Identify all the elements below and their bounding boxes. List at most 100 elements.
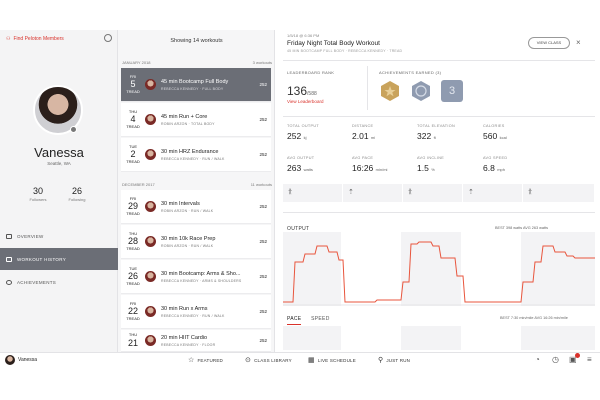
output-line [283,241,595,303]
output-chart [283,232,595,306]
pace-chart [283,326,595,350]
nav-class-library[interactable]: ⊙ CLASS LIBRARY [245,357,292,364]
workout-output: 252 [259,117,267,122]
workout-subtitle: 45 MIN BOOTCAMP FULL BODY · REBECCA KENN… [287,49,403,53]
segment-run: 𐀪 [283,184,343,202]
workout-row[interactable]: THU 21 20 min HIIT Cardio REBECCA KENNEDY … [121,330,271,352]
leaderboard-rank: 136/588 [287,84,317,98]
view-class-button[interactable]: VIEW CLASS [528,37,570,49]
nav-just-run[interactable]: ⚲ JUST RUN [378,357,411,364]
metric-avg-incline: AVG INCLINE 1.5 % [417,156,445,173]
instructor-avatar [145,149,156,160]
people-icon: ⚇ [6,36,11,42]
strength-icon: ⇡ [348,189,354,196]
segment-run: 𐀪 [403,184,463,202]
notifications-icon[interactable]: ▣ [569,355,577,364]
play-icon: ⊙ [245,357,252,364]
profile-name: Vanessa [34,145,84,160]
close-icon[interactable]: × [576,38,581,47]
nav-achievements[interactable]: ACHIEVEMENTS [0,271,118,293]
star-icon: ☆ [188,357,195,364]
instructor-avatar [145,335,156,346]
workout-row[interactable]: FRI 22 TREAD 30 min Run x Arms REBECCA KENN… [121,295,271,329]
workout-row[interactable]: THU 4 TREAD 45 min Run + Core ROBIN ARZON ·… [121,103,271,137]
workout-row[interactable]: TUE 2 TREAD 30 min HRZ Endurance REBECCA KE… [121,138,271,172]
chart-tabs: PACE SPEED [287,316,338,325]
run-icon: ⚲ [378,357,384,364]
tab-pace[interactable]: PACE [287,316,302,325]
workout-row[interactable]: TUE 26 TREAD 30 min Bootcamp: Arms & Sho..… [121,260,271,294]
notification-dot [575,353,580,358]
profile-panel [0,30,118,352]
metric-calories: CALORIES 560 kcal [483,124,507,141]
workout-title: Friday Night Total Body Workout [287,40,380,47]
settings-gear-icon[interactable] [104,34,112,42]
month-header: DECEMBER 2017 11 workouts [122,182,272,187]
profile-location: Seattle, WA [47,161,71,166]
overview-icon [6,233,12,239]
leaderboard-label: LEADERBOARD RANK [287,70,335,75]
instructor-avatar [145,306,156,317]
instructor-avatar [145,271,156,282]
run-icon: 𐀪 [408,189,413,196]
find-members-link[interactable]: ⚇ Find Peloton Members [6,36,64,42]
metric-avg-pace: AVG PACE 16:26 min/mi [352,156,388,173]
divider [283,116,595,117]
workout-output: 252 [259,82,267,87]
output-chart-title: OUTPUT [287,226,310,232]
achievements-icon [6,279,12,285]
instructor-avatar [145,79,156,90]
following-stat[interactable]: 26 Following [68,186,86,202]
timer-icon[interactable]: ◔ [535,355,540,364]
nav-workout-history[interactable]: WORKOUT HISTORY [0,248,118,270]
workout-row[interactable]: FRI 29 TREAD 30 min Intervals ROBIN ARZON ·… [121,190,271,224]
workout-output: 252 [259,274,267,279]
instructor-avatar [145,201,156,212]
segment-band [521,232,595,306]
strength-icon: ⇡ [468,189,474,196]
workout-output: 252 [259,152,267,157]
metric-avg-speed: AVG SPEED 6.8 mph [483,156,508,173]
segment-band [401,326,461,350]
view-leaderboard-link[interactable]: View Leaderboard [287,99,324,104]
run-icon: 𐀪 [528,189,533,196]
output-chart-stats: BEST 398 watts AVG 263 watts [495,226,549,230]
pace-chart-stats: BEST 7:30 min/mile AVG 16:26 min/mile [500,316,568,320]
tab-speed[interactable]: SPEED [311,316,330,322]
followers-stat[interactable]: 30 Followers [29,186,47,202]
workout-output: 252 [259,309,267,314]
achievements-label: ACHIEVEMENTS EARNED (3) [379,70,442,75]
silver-badge-icon[interactable] [410,80,432,102]
divider [283,212,595,213]
divider [283,60,595,61]
calendar-icon: ▦ [308,357,315,364]
workout-count-heading: Showing 14 workouts [170,38,223,44]
avatar-edit-icon[interactable] [70,126,77,133]
workout-output: 252 [259,204,267,209]
clock-icon[interactable]: ◷ [552,355,559,364]
instructor-avatar [145,236,156,247]
segment-strength: ⇡ [343,184,403,202]
segment-run: 𐀪 [523,184,595,202]
nav-live-schedule[interactable]: ▦ LIVE SCHEDULE [308,357,356,364]
workout-row[interactable]: FRI 5 TREAD 45 min Bootcamp Full Body REBEC… [121,68,271,102]
gold-star-badge-icon[interactable] [379,80,401,102]
metric-distance: DISTANCE 2.01 mi [352,124,376,141]
workout-datetime: 1/5/18 @ 6:36 PM [287,33,320,38]
workout-output: 252 [259,338,267,343]
menu-icon[interactable]: ≡ [587,355,592,364]
segment-band [283,232,341,306]
nav-featured[interactable]: ☆ FEATURED [188,357,224,364]
metric-total-output: TOTAL OUTPUT 252 kj [287,124,320,141]
divider [367,66,368,110]
workout-row[interactable]: THU 28 TREAD 30 min 10k Race Prep ROBIN ARZ… [121,225,271,259]
nav-overview[interactable]: OVERVIEW [0,225,118,247]
history-icon [6,256,12,262]
user-name[interactable]: Vanessa [18,357,38,363]
user-avatar[interactable] [5,355,15,365]
segment-strength: ⇡ [463,184,523,202]
segment-band [283,326,341,350]
workout-output: 252 [259,239,267,244]
bottom-nav-bar [0,352,600,370]
count-badge-icon[interactable]: 3 [441,80,463,102]
